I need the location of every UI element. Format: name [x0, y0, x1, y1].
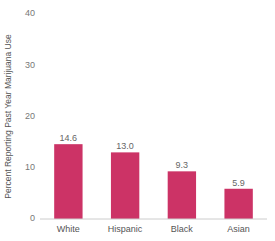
x-tick-label: Hispanic — [108, 224, 143, 234]
y-tick-label: 0 — [30, 213, 35, 223]
y-tick-label: 30 — [25, 60, 35, 70]
x-axis-line — [40, 219, 267, 220]
bar — [111, 152, 139, 219]
bar — [224, 189, 252, 219]
chart-container: 0 10 20 30 40 Percent Reporting Past Year Mar… — [0, 0, 275, 241]
bar — [54, 144, 82, 219]
x-tick-label: Asian — [227, 224, 250, 234]
bar — [168, 171, 196, 219]
bars — [54, 144, 253, 219]
data-label: 5.9 — [232, 178, 245, 188]
x-tick-label: Black — [171, 224, 194, 234]
chart: 0 10 20 30 40 Percent Reporting Past Year Mar… — [0, 0, 275, 241]
data-label: 14.6 — [60, 133, 78, 143]
data-label: 9.3 — [176, 160, 189, 170]
x-tick-label: White — [57, 224, 80, 234]
y-tick-label: 40 — [25, 8, 35, 18]
data-label: 13.0 — [116, 141, 134, 151]
y-tick-label: 20 — [25, 111, 35, 121]
y-tick-label: 10 — [25, 162, 35, 172]
y-axis-label: Percent Reporting Past Year Marijuana Us… — [3, 34, 13, 199]
